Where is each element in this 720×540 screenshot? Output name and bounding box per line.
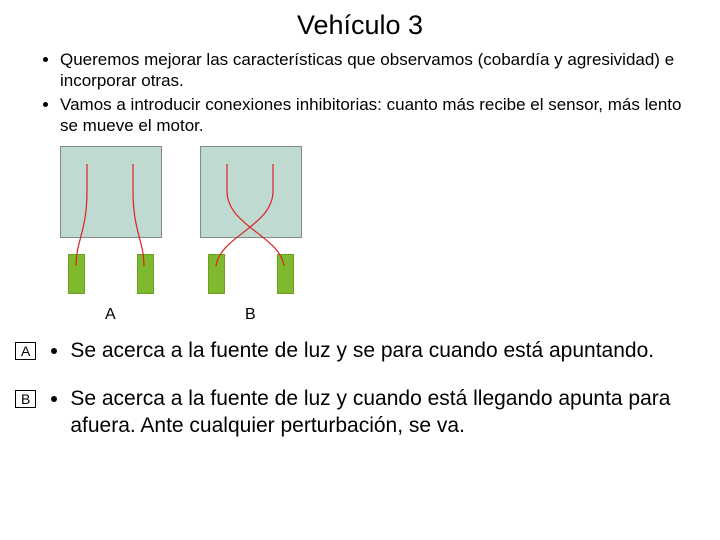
label-box-b: B	[15, 390, 36, 408]
diagram-label-a: A	[105, 306, 116, 324]
wire-icon	[60, 146, 180, 296]
description-b-text: Se acerca a la fuente de luz y cuando es…	[70, 386, 690, 439]
description-row-a: A Se acerca a la fuente de luz y se para…	[0, 338, 720, 364]
description-row-b: B Se acerca a la fuente de luz y cuando …	[0, 386, 720, 439]
wire-icon	[200, 146, 320, 296]
diagram-label-b: B	[245, 306, 256, 324]
intro-bullet: Queremos mejorar las características que…	[60, 49, 690, 92]
slide-title: Vehículo 3	[0, 0, 720, 49]
description-a-text: Se acerca a la fuente de luz y se para c…	[70, 338, 690, 364]
label-box-a: A	[15, 342, 36, 360]
vehicle-diagram: A B	[60, 146, 720, 326]
intro-bullet: Vamos a introducir conexiones inhibitori…	[60, 94, 690, 137]
intro-bullets: Queremos mejorar las características que…	[0, 49, 720, 136]
